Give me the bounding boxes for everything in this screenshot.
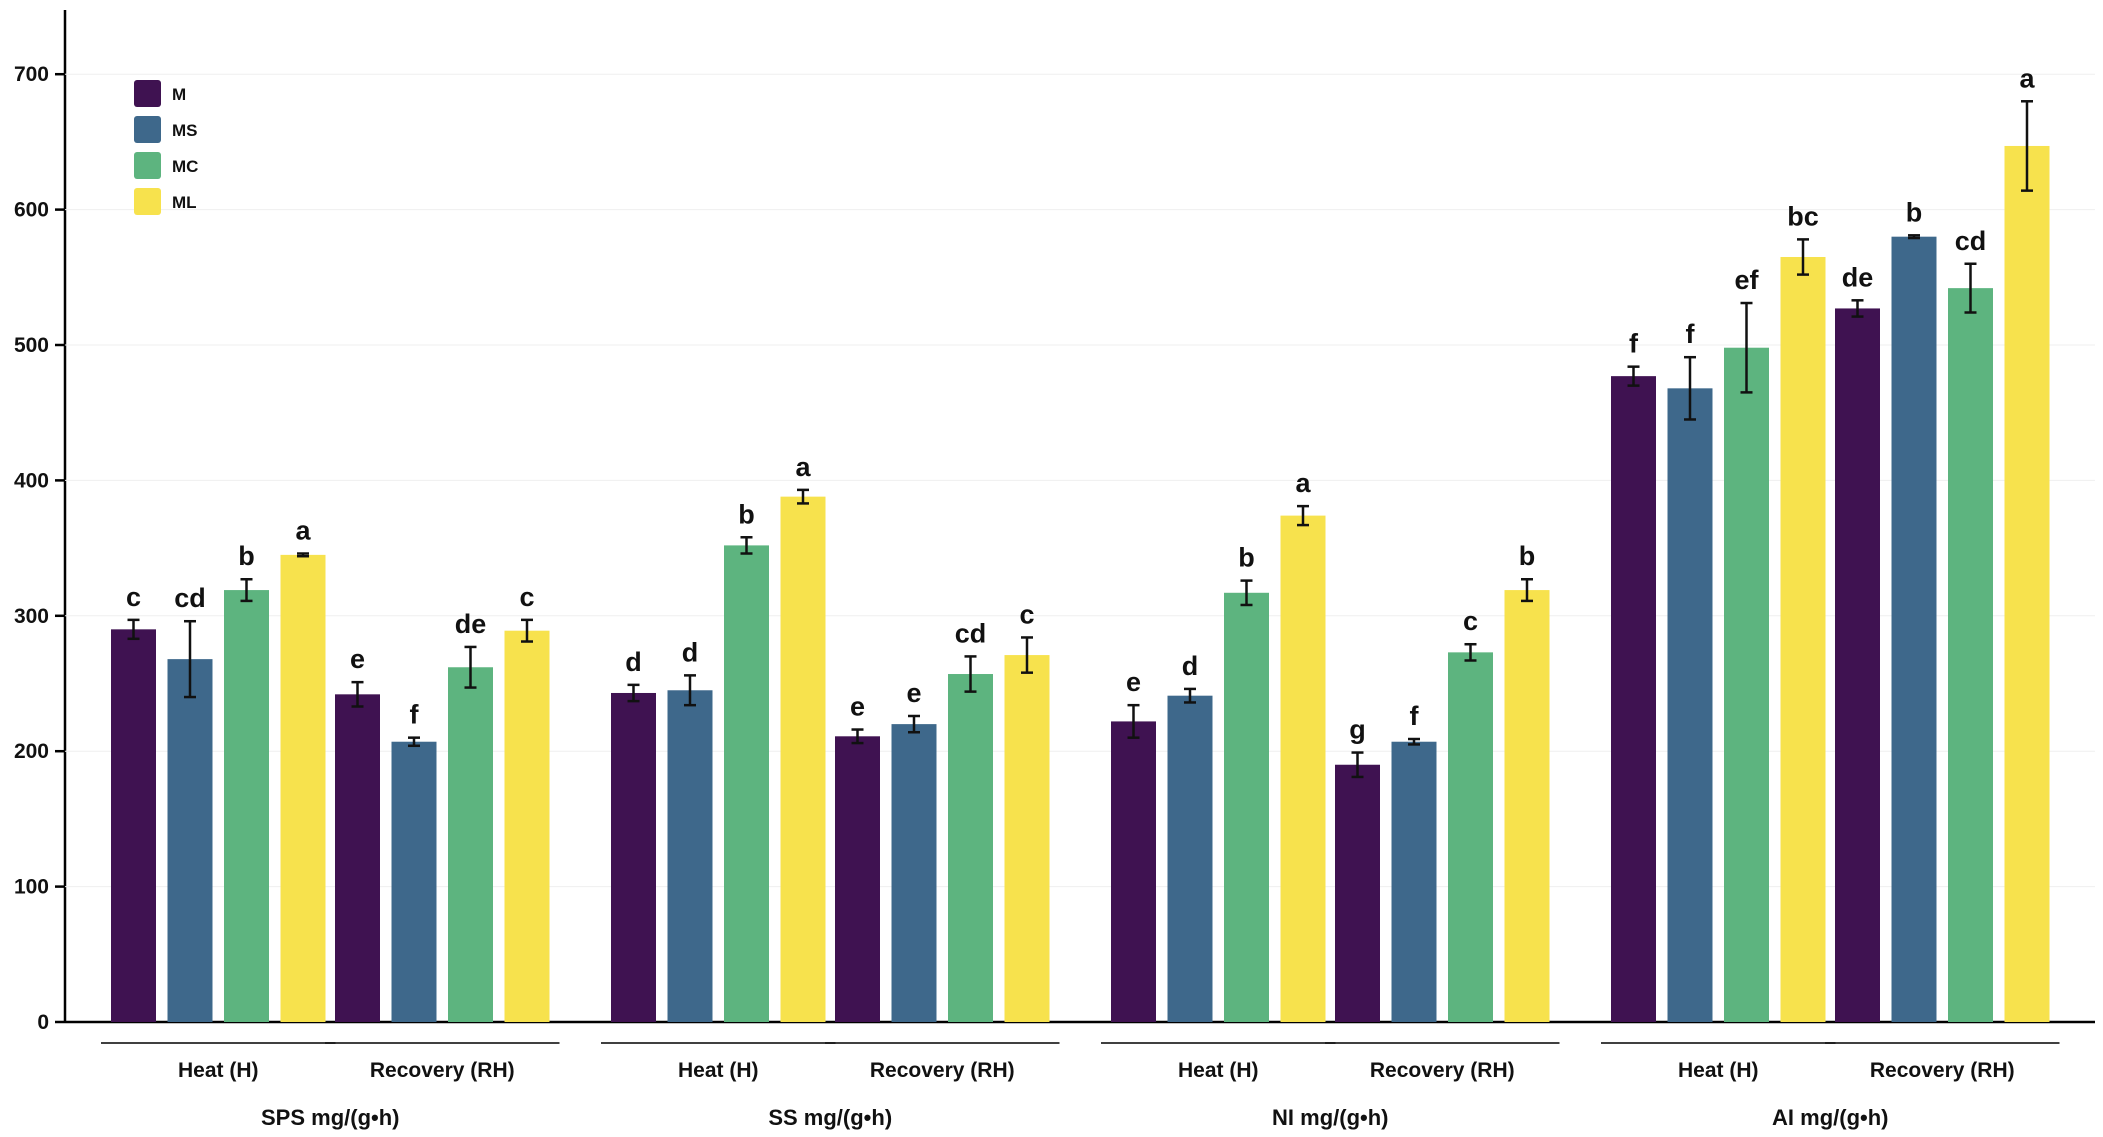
significance-letter: cd bbox=[955, 618, 987, 648]
y-tick-label: 600 bbox=[14, 199, 49, 222]
significance-letter: cd bbox=[174, 583, 206, 613]
significance-letter: c bbox=[1019, 599, 1034, 629]
y-tick-label: 200 bbox=[14, 740, 49, 763]
bar-ms bbox=[1391, 741, 1437, 1022]
bar-ml bbox=[780, 496, 826, 1022]
significance-letter: a bbox=[795, 452, 811, 482]
significance-letter: f bbox=[1629, 329, 1639, 359]
bar-m bbox=[1111, 721, 1156, 1022]
bar-ml bbox=[1504, 590, 1550, 1022]
y-tick-label: 700 bbox=[14, 63, 49, 86]
significance-letter: d bbox=[625, 647, 642, 677]
significance-letter: de bbox=[455, 609, 487, 639]
significance-letter: b bbox=[1519, 541, 1536, 571]
legend-label: ML bbox=[172, 193, 197, 212]
bar-ms bbox=[391, 741, 437, 1022]
bar-ml bbox=[280, 554, 326, 1022]
phase-label: Recovery (RH) bbox=[870, 1059, 1015, 1082]
bar-mc bbox=[724, 545, 769, 1022]
legend-swatch-ms bbox=[134, 116, 161, 143]
significance-letter: b bbox=[738, 499, 755, 529]
significance-letter: cd bbox=[1955, 226, 1987, 256]
bar-mc bbox=[1448, 652, 1493, 1022]
legend-label: MS bbox=[172, 121, 198, 140]
bar-mc bbox=[448, 667, 493, 1022]
phase-label: Heat (H) bbox=[178, 1059, 259, 1082]
bar-ml bbox=[1004, 655, 1050, 1022]
bar-m bbox=[611, 692, 656, 1022]
bar-ms bbox=[1891, 236, 1937, 1022]
bar-ms bbox=[167, 659, 213, 1022]
phase-label: Heat (H) bbox=[1678, 1059, 1759, 1082]
legend-swatch-m bbox=[134, 80, 161, 107]
bar-mc bbox=[1724, 347, 1769, 1022]
bar-ml bbox=[1780, 256, 1826, 1022]
phase-label: Recovery (RH) bbox=[1870, 1059, 2015, 1082]
bar-m bbox=[1611, 376, 1656, 1023]
bar-ms bbox=[667, 690, 713, 1022]
bar-m bbox=[111, 629, 156, 1022]
significance-letter: c bbox=[126, 582, 141, 612]
y-tick-label: 400 bbox=[14, 469, 49, 492]
bar-m bbox=[835, 736, 880, 1022]
bar-ms bbox=[1167, 695, 1213, 1022]
significance-letter: a bbox=[295, 516, 311, 546]
significance-letter: d bbox=[1182, 651, 1199, 681]
group-label: SS mg/(g•h) bbox=[768, 1105, 892, 1130]
phase-label: Recovery (RH) bbox=[1370, 1059, 1515, 1082]
y-tick-label: 300 bbox=[14, 605, 49, 628]
bar-mc bbox=[948, 674, 993, 1022]
group-label: NI mg/(g•h) bbox=[1272, 1105, 1388, 1130]
significance-letter: c bbox=[519, 582, 534, 612]
bar-m bbox=[1835, 308, 1880, 1022]
significance-letter: d bbox=[682, 637, 699, 667]
significance-letter: a bbox=[2019, 63, 2035, 93]
phase-label: Heat (H) bbox=[1178, 1059, 1259, 1082]
bar-ms bbox=[1667, 388, 1713, 1022]
legend-label: MC bbox=[172, 157, 198, 176]
significance-letter: c bbox=[1463, 606, 1478, 636]
significance-letter: f bbox=[1410, 701, 1420, 731]
bar-mc bbox=[1948, 288, 1993, 1023]
legend-label: M bbox=[172, 85, 186, 104]
bar-ms bbox=[891, 724, 937, 1022]
bar-ml bbox=[1280, 515, 1326, 1022]
y-tick-label: 500 bbox=[14, 334, 49, 357]
bar-ml bbox=[2004, 145, 2050, 1022]
bar-ml bbox=[504, 630, 550, 1022]
phase-label: Heat (H) bbox=[678, 1059, 759, 1082]
significance-letter: b bbox=[1906, 197, 1923, 227]
significance-letter: e bbox=[1126, 667, 1141, 697]
significance-letter: a bbox=[1295, 468, 1311, 498]
significance-letter: e bbox=[906, 678, 921, 708]
bars-layer bbox=[111, 100, 2050, 1023]
significance-letter: e bbox=[850, 692, 865, 722]
y-tick-label: 100 bbox=[14, 876, 49, 899]
legend: M MS MC ML bbox=[134, 80, 198, 215]
legend-swatch-mc bbox=[134, 152, 161, 179]
bar-m bbox=[335, 694, 380, 1022]
group-label: SPS mg/(g•h) bbox=[261, 1105, 399, 1130]
bar-m bbox=[1335, 764, 1380, 1022]
significance-letter: de bbox=[1842, 262, 1874, 292]
significance-letter: g bbox=[1349, 715, 1366, 745]
bar-mc bbox=[1224, 592, 1269, 1022]
group-label: AI mg/(g•h) bbox=[1772, 1105, 1888, 1130]
significance-letter: b bbox=[1238, 543, 1255, 573]
significance-letter: f bbox=[1686, 319, 1696, 349]
significance-letter: bc bbox=[1787, 201, 1819, 231]
significance-letter: ef bbox=[1734, 265, 1759, 295]
bar-mc bbox=[224, 590, 269, 1022]
legend-swatch-ml bbox=[134, 188, 161, 215]
significance-letter: b bbox=[238, 541, 255, 571]
y-tick-label: 0 bbox=[37, 1011, 49, 1034]
significance-letter: e bbox=[350, 644, 365, 674]
significance-letter: f bbox=[410, 700, 420, 730]
phase-label: Recovery (RH) bbox=[370, 1059, 515, 1082]
